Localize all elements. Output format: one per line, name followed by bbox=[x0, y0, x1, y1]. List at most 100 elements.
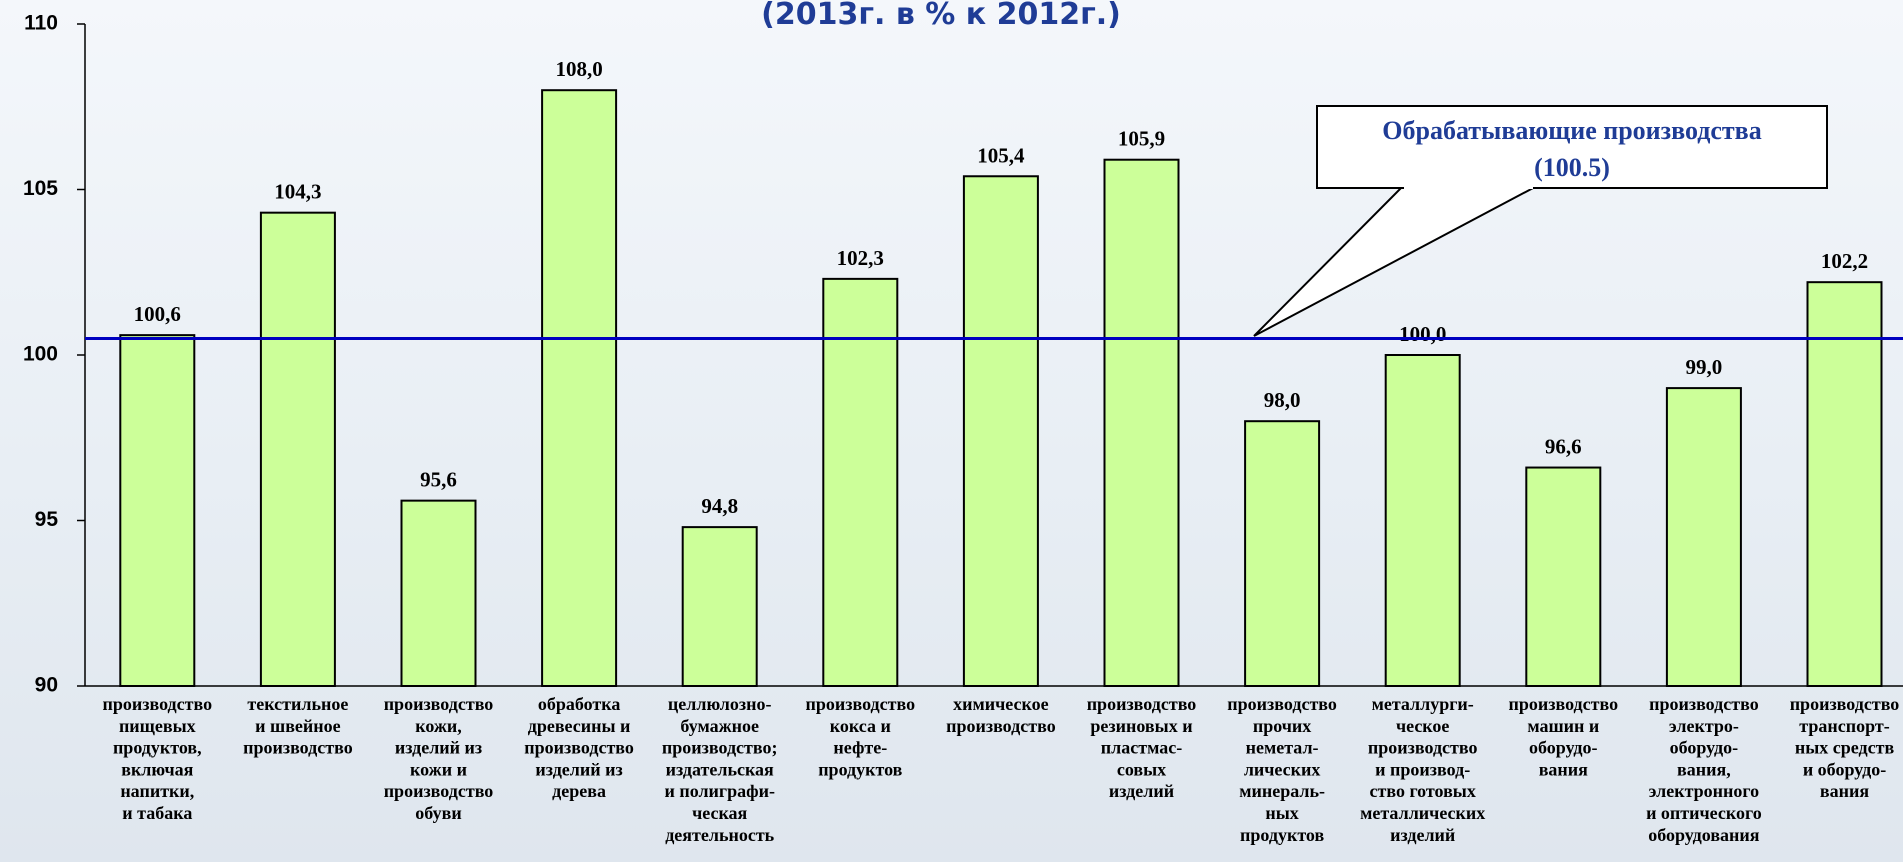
x-tick-label: продуктов, bbox=[113, 738, 202, 758]
x-tick-label: пластмас- bbox=[1101, 738, 1182, 758]
x-tick-label: ческая bbox=[692, 803, 747, 823]
bar bbox=[259, 211, 336, 687]
x-tick-label: включая bbox=[121, 759, 193, 779]
x-tick-label: и производ- bbox=[1375, 759, 1470, 779]
x-tick-label: целлюлозно- bbox=[668, 694, 772, 714]
y-tick-label: 110 bbox=[24, 12, 58, 35]
x-tick-label: лических bbox=[1244, 759, 1321, 779]
y-tick-label: 100 bbox=[23, 343, 58, 366]
x-tick-label: производство bbox=[1227, 694, 1337, 714]
y-tick-label: 90 bbox=[35, 674, 58, 697]
callout-pointer bbox=[1253, 186, 1536, 337]
x-tick-label: ных средств bbox=[1795, 738, 1895, 758]
value-label: 105,9 bbox=[1118, 127, 1165, 151]
bar bbox=[1525, 466, 1602, 688]
bar bbox=[1665, 387, 1742, 687]
x-tick-label: обработка bbox=[538, 694, 620, 714]
value-label: 104,3 bbox=[274, 180, 321, 204]
x-tick-label: продуктов bbox=[818, 759, 902, 779]
x-tick-label: машин и bbox=[1527, 716, 1599, 736]
x-tick-label: нефте- bbox=[833, 738, 887, 758]
x-tick-label: резиновых и bbox=[1090, 716, 1192, 736]
x-tick-label: производство bbox=[1649, 694, 1759, 714]
x-tick-label: производство bbox=[243, 738, 353, 758]
x-tick-label: изделий bbox=[1109, 781, 1174, 801]
x-tick-label: химическое bbox=[953, 694, 1048, 714]
x-tick-label: производство bbox=[102, 694, 212, 714]
x-tick-label: прочих bbox=[1253, 716, 1311, 736]
x-tick-label: электро- bbox=[1669, 716, 1739, 736]
chart-title: (2013г. в % к 2012г.) bbox=[761, 0, 1121, 32]
x-tick-label: производство; bbox=[662, 738, 778, 758]
bar bbox=[822, 277, 899, 687]
x-tick-label: совых bbox=[1117, 759, 1166, 779]
x-tick-label: и полиграфи- bbox=[664, 781, 774, 801]
y-tick-label: 95 bbox=[35, 508, 59, 531]
value-label: 94,8 bbox=[701, 494, 738, 518]
annotation: (100.5) bbox=[1534, 153, 1610, 182]
y-tick-label: 105 bbox=[23, 177, 58, 200]
value-label: 95,6 bbox=[420, 468, 457, 492]
x-tick-label: издательская bbox=[666, 759, 774, 779]
x-tick-label: вания bbox=[1539, 759, 1588, 779]
x-tick-label: и оптического bbox=[1646, 803, 1762, 823]
x-tick-label: металлурги- bbox=[1372, 694, 1474, 714]
x-tick-label: вания, bbox=[1677, 759, 1731, 779]
value-label: 102,2 bbox=[1821, 249, 1868, 273]
value-label: 105,4 bbox=[977, 143, 1025, 167]
x-tick-label: производство bbox=[805, 694, 915, 714]
value-label: 98,0 bbox=[1264, 388, 1301, 412]
x-tick-label: производство bbox=[1790, 694, 1900, 714]
bar bbox=[1384, 354, 1461, 687]
x-tick-label: производство bbox=[524, 738, 634, 758]
x-tick-label: минераль- bbox=[1239, 781, 1325, 801]
x-tick-label: металлических bbox=[1360, 803, 1485, 823]
value-label: 102,3 bbox=[837, 246, 884, 270]
value-label: 100,6 bbox=[134, 302, 181, 326]
value-label: 108,0 bbox=[555, 57, 602, 81]
value-label: 96,6 bbox=[1545, 435, 1582, 459]
x-tick-label: кокса и bbox=[830, 716, 891, 736]
callout-gap bbox=[1404, 185, 1533, 189]
bar bbox=[1806, 281, 1883, 687]
x-tick-label: пищевых bbox=[119, 716, 196, 736]
bar bbox=[1103, 158, 1180, 687]
x-tick-label: производство bbox=[384, 781, 494, 801]
x-tick-label: изделий из bbox=[535, 759, 622, 779]
x-tick-label: продуктов bbox=[1240, 825, 1324, 845]
bar bbox=[119, 334, 196, 687]
bar bbox=[1244, 420, 1321, 687]
x-tick-label: ство готовых bbox=[1370, 781, 1476, 801]
x-tick-label: оборудо- bbox=[1529, 738, 1598, 758]
x-tick-label: и оборудо- bbox=[1803, 759, 1886, 779]
x-tick-label: и швейное bbox=[255, 716, 341, 736]
x-tick-label: электронного bbox=[1649, 781, 1759, 801]
x-tick-label: производство bbox=[1087, 694, 1197, 714]
x-tick-label: производство bbox=[384, 694, 494, 714]
bar bbox=[681, 526, 758, 687]
x-tick-label: вания bbox=[1820, 781, 1869, 801]
x-tick-label: кожи, bbox=[415, 716, 462, 736]
x-tick-label: ческое bbox=[1396, 716, 1449, 736]
x-tick-label: неметал- bbox=[1246, 738, 1319, 758]
x-tick-label: изделий из bbox=[395, 738, 482, 758]
x-tick-label: оборудования bbox=[1648, 825, 1760, 845]
x-tick-label: древесины и bbox=[528, 716, 631, 736]
x-tick-label: производство bbox=[1368, 738, 1478, 758]
x-tick-label: обуви bbox=[415, 803, 461, 823]
x-tick-label: производство bbox=[1508, 694, 1618, 714]
value-label: 99,0 bbox=[1686, 355, 1723, 379]
x-tick-label: деятельность bbox=[665, 825, 774, 845]
x-tick-label: и табака bbox=[122, 803, 192, 823]
x-tick-label: транспорт- bbox=[1799, 716, 1889, 736]
x-tick-label: кожи и bbox=[410, 759, 467, 779]
x-tick-label: изделий bbox=[1390, 825, 1455, 845]
x-tick-label: дерева bbox=[552, 781, 606, 801]
bar bbox=[400, 499, 477, 688]
x-tick-label: производство bbox=[946, 716, 1056, 736]
x-tick-label: текстильное bbox=[247, 694, 348, 714]
bar bbox=[541, 89, 618, 687]
x-tick-label: бумажное bbox=[680, 716, 759, 736]
